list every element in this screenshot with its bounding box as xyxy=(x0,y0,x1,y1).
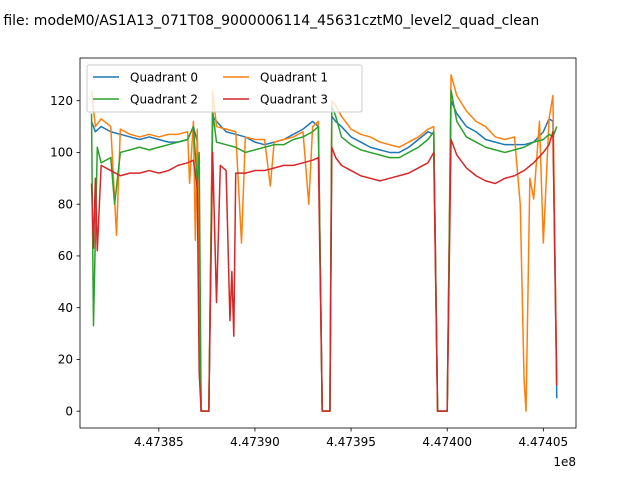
y-tick-label: 40 xyxy=(58,301,73,315)
legend-label-quadrant-3: Quadrant 3 xyxy=(260,92,328,106)
y-axis: 0 20 40 60 80 100 120 xyxy=(50,94,80,418)
x-tick-label: 4.47385 xyxy=(134,435,184,449)
legend-frame xyxy=(86,64,363,113)
x-tick-label: 4.47400 xyxy=(422,435,472,449)
y-tick-label: 80 xyxy=(58,197,73,211)
x-tick-label: 4.47395 xyxy=(326,435,376,449)
legend-label-quadrant-0: Quadrant 0 xyxy=(130,70,198,84)
plot-area: 4.47385 4.47390 4.47395 4.47400 4.47405 0 20 4… xyxy=(50,57,577,469)
x-axis-offset-label: 1e8 xyxy=(553,455,576,469)
legend-label-quadrant-2: Quadrant 2 xyxy=(130,92,198,106)
legend-label-quadrant-1: Quadrant 1 xyxy=(260,70,328,84)
series-layer xyxy=(90,74,558,412)
y-tick-label: 60 xyxy=(58,249,73,263)
axes-frame xyxy=(79,57,577,429)
x-tick-label: 4.47405 xyxy=(519,435,569,449)
legend: Quadrant 0 Quadrant 1 Quadrant 2 Quadrant 3 xyxy=(86,64,363,113)
chart-title: n file: modeM0/AS1A13_071T08_9000006114_… xyxy=(0,13,539,29)
y-tick-label: 100 xyxy=(50,146,73,160)
y-tick-label: 20 xyxy=(58,353,73,367)
y-tick-label: 120 xyxy=(50,94,73,108)
y-tick-label: 0 xyxy=(65,404,73,418)
series-line-quadrant-3 xyxy=(90,130,558,412)
axes-background xyxy=(80,58,576,428)
x-tick-label: 4.47390 xyxy=(230,435,280,449)
x-axis: 4.47385 4.47390 4.47395 4.47400 4.47405 xyxy=(134,428,568,449)
